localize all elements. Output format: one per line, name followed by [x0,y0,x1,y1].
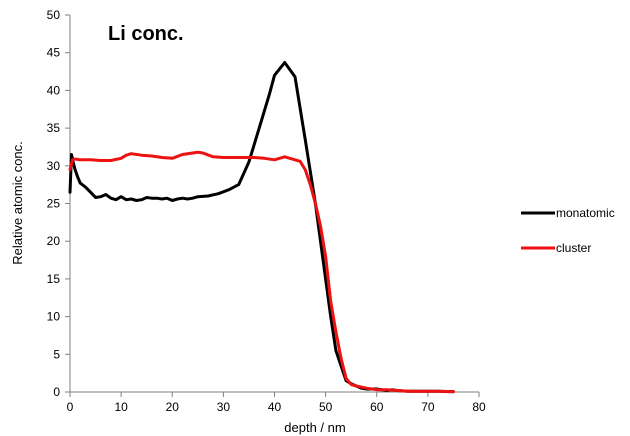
legend: monatomic cluster [521,206,615,255]
x-tick-label: 60 [370,400,384,414]
x-tick-label: 80 [472,400,486,414]
legend-label-monatomic: monatomic [556,206,615,220]
y-tick-label: 10 [47,310,61,324]
x-tick-label: 70 [421,400,435,414]
y-tick-label: 50 [47,8,61,22]
y-tick-label: 25 [47,197,61,211]
legend-label-cluster: cluster [556,241,591,255]
y-tick-label: 15 [47,272,61,286]
x-axis-title: depth / nm [284,420,345,435]
x-tick-label: 30 [217,400,231,414]
x-tick-label: 40 [268,400,282,414]
y-tick-label: 40 [47,83,61,97]
x-tick-label: 10 [114,400,128,414]
y-axis-title: Relative atomic conc. [10,141,25,265]
y-tick-label: 35 [47,121,61,135]
y-tick-label: 0 [53,385,60,399]
x-tick-label: 0 [67,400,74,414]
chart-title: Li conc. [108,23,184,45]
y-tick-label: 20 [47,234,61,248]
x-axis: 0 10 20 30 40 50 60 70 80 [67,391,486,414]
series-line-monatomic [68,61,455,394]
x-tick-label: 50 [319,400,333,414]
y-tick-label: 45 [47,46,61,60]
x-tick-label: 20 [166,400,180,414]
series-line-cluster [68,150,455,394]
series-lines [68,61,455,394]
y-axis: 0 5 10 15 20 25 30 35 40 45 50 [47,8,71,399]
y-tick-label: 30 [47,159,61,173]
y-tick-label: 5 [53,347,60,361]
